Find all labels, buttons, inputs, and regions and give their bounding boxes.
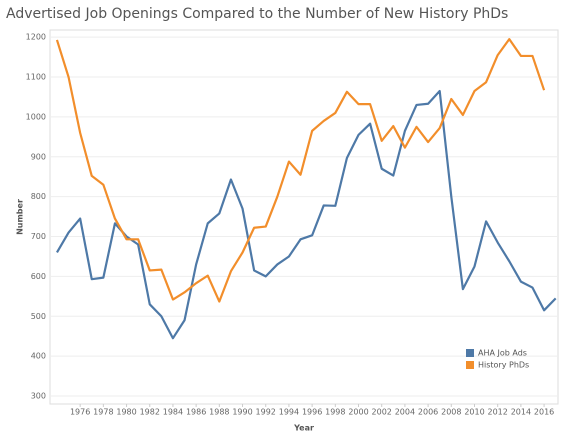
x-tick-label: 1988 (209, 408, 229, 417)
x-tick-label: 2010 (464, 408, 484, 417)
x-tick-label: 1986 (186, 408, 206, 417)
x-tick-label: 2008 (441, 408, 461, 417)
legend-label: History PhDs (478, 361, 529, 370)
y-tick-label: 1000 (26, 112, 46, 121)
y-tick-label: 600 (31, 272, 46, 281)
y-tick-label: 300 (31, 392, 46, 401)
x-tick-label: 1994 (279, 408, 299, 417)
y-tick-label: 1100 (26, 73, 46, 82)
y-tick-label: 900 (31, 152, 46, 161)
x-tick-label: 1980 (116, 408, 136, 417)
x-tick-label: 1976 (70, 408, 90, 417)
legend-swatch (466, 361, 474, 369)
x-tick-label: 1996 (302, 408, 322, 417)
y-tick-label: 500 (31, 312, 46, 321)
y-tick-label: 1200 (26, 33, 46, 42)
x-tick-label: 1982 (140, 408, 160, 417)
y-axis-label: Number (16, 199, 25, 235)
x-tick-label: 1978 (93, 408, 113, 417)
x-tick-label: 1990 (232, 408, 252, 417)
y-tick-label: 700 (31, 232, 46, 241)
series-line (55, 38, 546, 303)
x-tick-label: 1984 (163, 408, 183, 417)
x-tick-label: 2012 (488, 408, 508, 417)
x-tick-label: 2016 (534, 408, 554, 417)
x-tick-label: 2002 (372, 408, 392, 417)
y-tick-label: 800 (31, 192, 46, 201)
legend-swatch (466, 349, 474, 357)
legend-label: AHA Job Ads (478, 349, 527, 358)
chart-title: Advertised Job Openings Compared to the … (6, 6, 508, 22)
x-axis-label: Year (293, 424, 314, 433)
x-tick-label: 1998 (325, 408, 345, 417)
x-tick-label: 2000 (348, 408, 368, 417)
x-tick-label: 2006 (418, 408, 438, 417)
series-line (56, 89, 557, 340)
x-tick-label: 2004 (395, 408, 415, 417)
x-tick-label: 1992 (256, 408, 276, 417)
x-tick-label: 2014 (511, 408, 531, 417)
plot-frame (49, 29, 559, 405)
y-tick-label: 400 (31, 352, 46, 361)
